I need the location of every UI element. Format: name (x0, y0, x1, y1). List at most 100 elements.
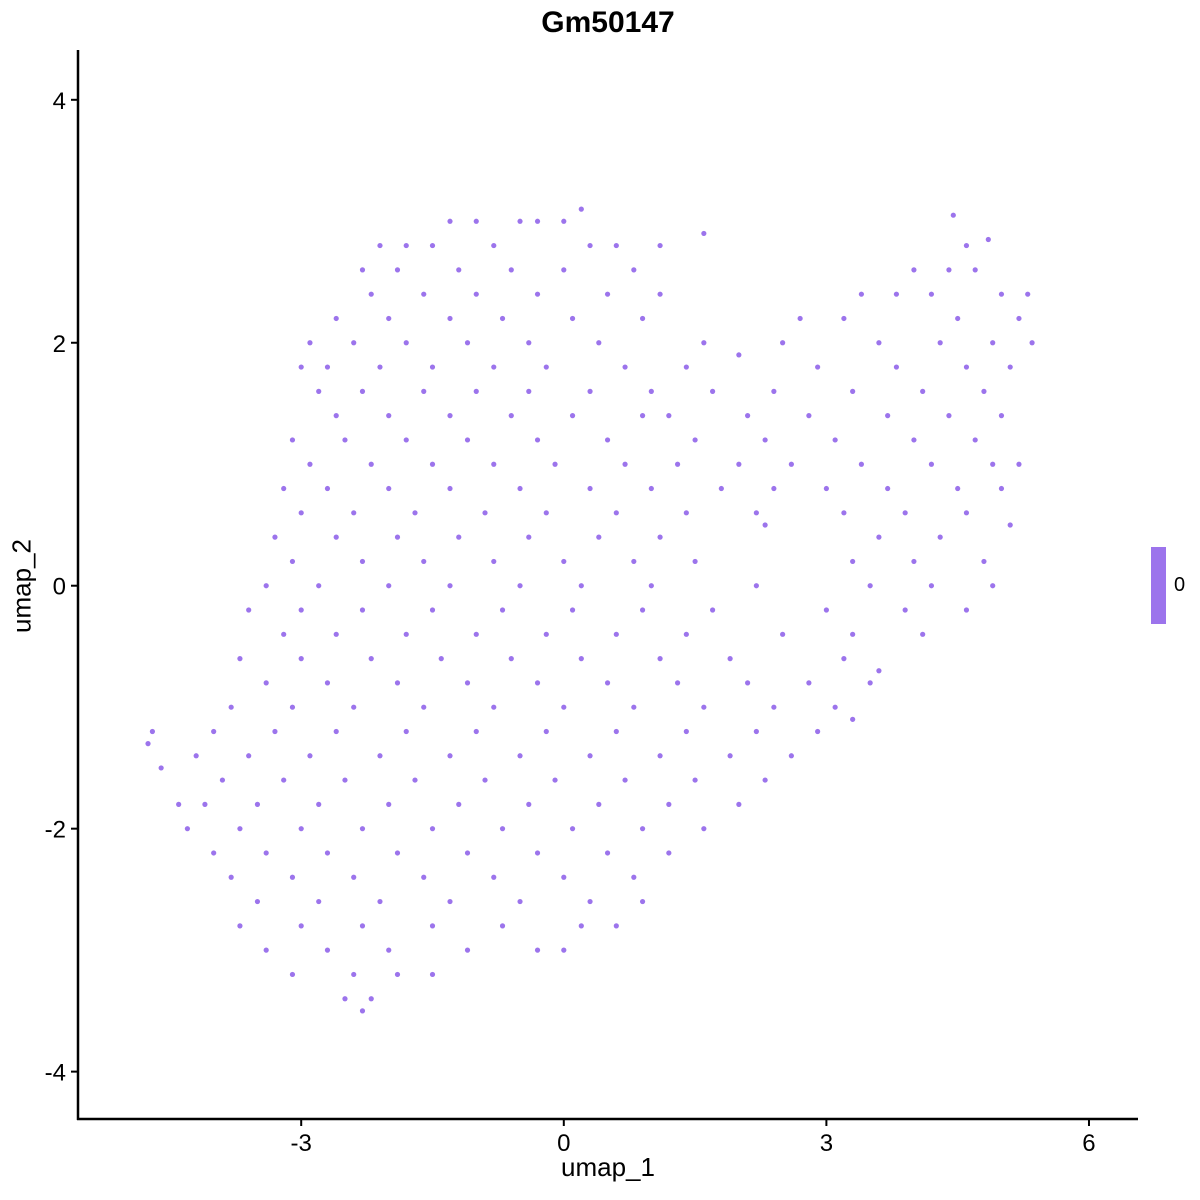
data-point (281, 777, 287, 783)
data-point (289, 971, 296, 978)
data-point (998, 485, 1005, 492)
data-point (604, 291, 611, 297)
data-point (289, 874, 296, 880)
data-point (491, 704, 497, 710)
data-point (447, 218, 453, 224)
data-point (928, 291, 935, 297)
data-point (561, 558, 567, 565)
data-point (736, 461, 742, 467)
data-point (753, 510, 759, 516)
data-point (526, 340, 532, 346)
data-point (806, 413, 812, 419)
data-point (578, 656, 584, 662)
data-point (709, 388, 716, 394)
data-point (604, 850, 611, 856)
data-point (709, 607, 716, 613)
data-point (447, 315, 453, 322)
data-point (972, 437, 978, 443)
data-point (447, 413, 453, 419)
data-point (858, 461, 865, 467)
data-point (543, 728, 549, 735)
data-point (508, 267, 514, 273)
data-point (324, 364, 331, 370)
data-point (561, 947, 567, 953)
data-point (771, 388, 777, 394)
data-point (429, 461, 436, 467)
data-point (745, 680, 751, 686)
data-point (815, 728, 821, 735)
data-point (657, 534, 663, 540)
data-point (920, 388, 926, 394)
data-point (482, 777, 488, 783)
data-point (1016, 315, 1022, 322)
data-point (517, 583, 523, 589)
data-point (429, 826, 436, 832)
data-point (666, 850, 672, 856)
data-point (307, 753, 313, 759)
data-point (491, 461, 497, 467)
data-point (657, 656, 663, 662)
data-point (648, 583, 654, 589)
data-point (963, 364, 970, 370)
data-point (780, 631, 786, 637)
data-point (526, 801, 532, 807)
data-point (985, 236, 991, 243)
data-point (631, 704, 637, 710)
data-point (394, 680, 401, 686)
data-point (176, 801, 182, 807)
data-point (508, 413, 514, 419)
data-point (359, 558, 366, 565)
data-point (333, 631, 339, 637)
data-point (517, 898, 523, 905)
data-point (447, 753, 453, 759)
data-point (517, 218, 523, 224)
data-point (832, 704, 838, 710)
data-point (421, 704, 427, 710)
data-point (254, 801, 261, 807)
data-point (412, 510, 418, 516)
data-point (893, 291, 900, 297)
data-point (351, 874, 357, 880)
data-point (701, 340, 707, 346)
data-point (753, 728, 759, 735)
data-point (237, 656, 243, 662)
data-point (604, 437, 611, 443)
data-point (850, 716, 856, 722)
data-point (596, 340, 602, 346)
data-point (998, 413, 1005, 419)
data-point (429, 242, 436, 249)
data-point (911, 437, 917, 443)
data-point (771, 485, 777, 492)
data-point (972, 267, 978, 273)
data-point (587, 485, 593, 492)
y-tick-label: 2 (53, 331, 66, 358)
data-point (298, 364, 304, 370)
data-point (657, 291, 663, 297)
data-point (797, 315, 803, 322)
data-point (561, 218, 567, 224)
data-point (429, 923, 436, 929)
data-point (850, 558, 856, 565)
data-point (561, 267, 567, 273)
data-point (394, 971, 401, 978)
data-point (613, 242, 619, 249)
data-point (438, 656, 444, 662)
data-point (920, 631, 926, 637)
data-point (727, 656, 733, 662)
data-point (377, 242, 383, 249)
data-point (298, 656, 304, 662)
data-point (386, 801, 392, 807)
data-point (692, 558, 698, 565)
data-point (324, 947, 331, 953)
data-point (429, 971, 436, 978)
data-point (666, 413, 672, 419)
data-point (596, 534, 602, 540)
data-point (333, 728, 339, 735)
data-point (403, 631, 409, 637)
data-point (534, 947, 541, 953)
data-point (902, 607, 908, 613)
x-tick-label: 0 (557, 1130, 570, 1157)
data-point (561, 704, 567, 710)
data-point (885, 485, 891, 492)
data-point (351, 704, 357, 710)
